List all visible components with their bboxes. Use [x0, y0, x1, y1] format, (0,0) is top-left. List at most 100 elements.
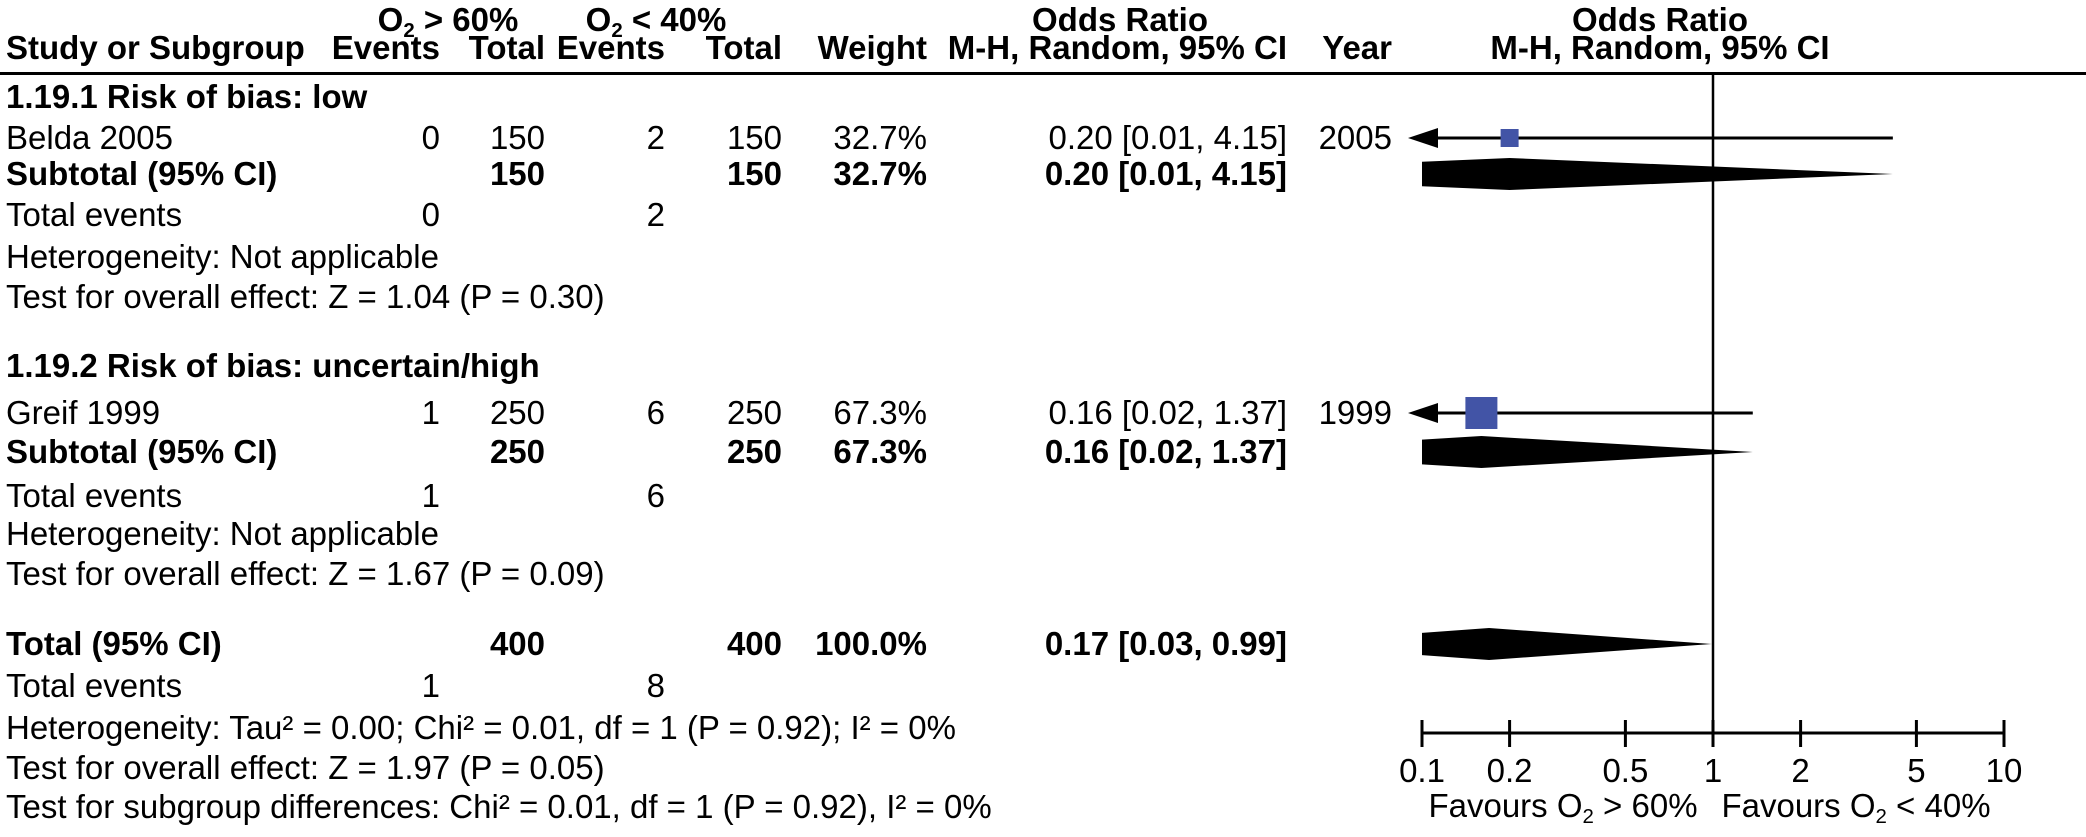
cell-total2: 400	[726, 625, 782, 662]
study-name: Greif 1999	[6, 394, 161, 431]
col-header-events1: Events	[331, 29, 440, 66]
heterogeneity-line-1: Heterogeneity: Not applicable	[0, 237, 2086, 277]
heterogeneity-line-total: Heterogeneity: Tau² = 0.00; Chi² = 0.01,…	[0, 708, 2086, 748]
col-header-total1: Total	[468, 29, 545, 66]
total-events-row-3: Total events 1 8	[0, 666, 2086, 706]
total-events-row-2: Total events 1 6	[0, 476, 2086, 516]
favours-right-label: Favours O2 < 40%	[1721, 787, 1991, 829]
study-name: Belda 2005	[6, 119, 173, 156]
subgroup-1-title-text: 1.19.1 Risk of bias: low	[6, 78, 368, 115]
subtotal-row-2: Subtotal (95% CI) 250 250 67.3% 0.16 [0.…	[0, 432, 2086, 472]
odds-ratio-header-left: Odds Ratio	[1031, 1, 1209, 38]
cell-weight: 67.3%	[833, 433, 927, 470]
point-estimate-square	[1465, 397, 1498, 429]
subgroup-differences-line: Test for subgroup differences: Chi² = 0.…	[0, 787, 2086, 827]
heterogeneity-line-2: Heterogeneity: Not applicable	[0, 514, 2086, 554]
pooled-effect-diamond	[1422, 436, 1753, 468]
heterogeneity-text: Heterogeneity: Not applicable	[6, 238, 439, 275]
favours-labels-row: Favours O2 > 60% Favours O2 < 40%	[0, 786, 2086, 828]
ci-left-arrowhead	[1408, 403, 1438, 423]
overall-effect-line-total: Test for overall effect: Z = 1.97 (P = 0…	[0, 748, 2086, 788]
x-axis-tick-label: 1	[1703, 752, 1723, 789]
cell-events2: 8	[646, 667, 665, 704]
total-events-label: Total events	[6, 196, 183, 233]
x-axis-tick-label: 10	[1985, 752, 2023, 789]
x-axis-tick-label: 0.1	[1399, 752, 1445, 789]
cell-odds-ratio-ci: 0.16 [0.02, 1.37]	[1048, 394, 1287, 431]
cell-events1: 1	[421, 667, 440, 704]
study-row-greif-1999: Greif 1999 1 250 6 250 67.3% 0.16 [0.02,…	[0, 393, 2086, 433]
cell-total2: 250	[726, 394, 782, 431]
odds-ratio-header-right: Odds Ratio	[1571, 1, 1749, 38]
col-header-events2: Events	[556, 29, 665, 66]
col-header-total2: Total	[705, 29, 782, 66]
x-axis-tick-label: 0.5	[1602, 752, 1649, 789]
cell-events1: 1	[421, 477, 440, 514]
cell-total1: 150	[489, 155, 545, 192]
overall-effect-text: Test for overall effect: Z = 1.04 (P = 0…	[6, 278, 605, 315]
pooled-effect-diamond	[1422, 628, 1712, 660]
heterogeneity-text: Heterogeneity: Not applicable	[6, 515, 439, 552]
cell-weight: 32.7%	[833, 119, 927, 156]
cell-year: 1999	[1318, 394, 1392, 431]
col-header-ci-method-plot: M-H, Random, 95% CI	[1490, 29, 1830, 66]
x-axis-tick-label: 5	[1907, 752, 1926, 789]
overall-effect-text: Test for overall effect: Z = 1.97 (P = 0…	[6, 749, 605, 786]
total-events-label: Total events	[6, 667, 183, 704]
cell-total1: 150	[489, 119, 545, 156]
cell-year: 2005	[1318, 119, 1392, 156]
subtotal-row-1: Subtotal (95% CI) 150 150 32.7% 0.20 [0.…	[0, 154, 2086, 194]
col-header-ci-method: M-H, Random, 95% CI	[947, 29, 1287, 66]
total-row: Total (95% CI) 400 400 100.0% 0.17 [0.03…	[0, 624, 2086, 664]
cell-odds-ratio-ci: 0.20 [0.01, 4.15]	[1048, 119, 1287, 156]
subgroup-1-title: 1.19.1 Risk of bias: low	[0, 77, 2086, 117]
column-group-o2-gt-60: O2 > 60%	[377, 1, 519, 43]
cell-odds-ratio-ci: 0.16 [0.02, 1.37]	[1044, 433, 1287, 470]
cell-total1: 250	[489, 433, 545, 470]
overall-effect-text: Test for overall effect: Z = 1.67 (P = 0…	[6, 555, 605, 592]
subgroup-2-title: 1.19.2 Risk of bias: uncertain/high	[0, 346, 2086, 386]
pooled-effect-diamond	[1422, 158, 1893, 190]
cell-weight: 67.3%	[833, 394, 927, 431]
point-estimate-square	[1500, 129, 1519, 147]
favours-left-label: Favours O2 > 60%	[1428, 787, 1698, 829]
x-axis-tick-label: 0.2	[1486, 752, 1533, 789]
total-label: Total (95% CI)	[6, 625, 222, 662]
col-header-study: Study or Subgroup	[6, 29, 305, 66]
subgroup-differences-text: Test for subgroup differences: Chi² = 0.…	[6, 788, 992, 825]
ci-left-arrowhead	[1408, 128, 1438, 148]
cell-total2: 150	[726, 119, 782, 156]
cell-events1: 0	[421, 196, 440, 233]
subgroup-2-title-text: 1.19.2 Risk of bias: uncertain/high	[6, 347, 540, 384]
cell-odds-ratio-ci: 0.17 [0.03, 0.99]	[1044, 625, 1287, 662]
header-group-row: O2 > 60% O2 < 40% Odds Ratio Odds Ratio	[0, 0, 2086, 42]
x-axis-tick-label: 2	[1791, 752, 1810, 789]
heterogeneity-text: Heterogeneity: Tau² = 0.00; Chi² = 0.01,…	[6, 709, 956, 746]
cell-events2: 6	[646, 477, 665, 514]
total-events-label: Total events	[6, 477, 183, 514]
cell-total2: 250	[726, 433, 782, 470]
cell-total1: 400	[489, 625, 545, 662]
cell-weight: 32.7%	[833, 155, 927, 192]
cell-events2: 6	[646, 394, 665, 431]
study-row-belda-2005: Belda 2005 0 150 2 150 32.7% 0.20 [0.01,…	[0, 118, 2086, 158]
cell-events1: 1	[421, 394, 440, 431]
overall-effect-line-2: Test for overall effect: Z = 1.67 (P = 0…	[0, 554, 2086, 594]
header-rule	[0, 72, 2086, 75]
overall-effect-line-1: Test for overall effect: Z = 1.04 (P = 0…	[0, 277, 2086, 317]
subtotal-label: Subtotal (95% CI)	[6, 433, 278, 470]
col-header-year: Year	[1322, 29, 1392, 66]
cell-events2: 2	[646, 196, 665, 233]
cell-events2: 2	[646, 119, 665, 156]
cell-total2: 150	[726, 155, 782, 192]
header-column-row: Study or Subgroup Events Total Events To…	[0, 28, 2086, 68]
cell-events1: 0	[421, 119, 440, 156]
col-header-weight: Weight	[817, 29, 927, 66]
cell-total1: 250	[489, 394, 545, 431]
subtotal-label: Subtotal (95% CI)	[6, 155, 278, 192]
cell-odds-ratio-ci: 0.20 [0.01, 4.15]	[1044, 155, 1287, 192]
total-events-row-1: Total events 0 2	[0, 195, 2086, 235]
column-group-o2-lt-40: O2 < 40%	[585, 1, 727, 43]
